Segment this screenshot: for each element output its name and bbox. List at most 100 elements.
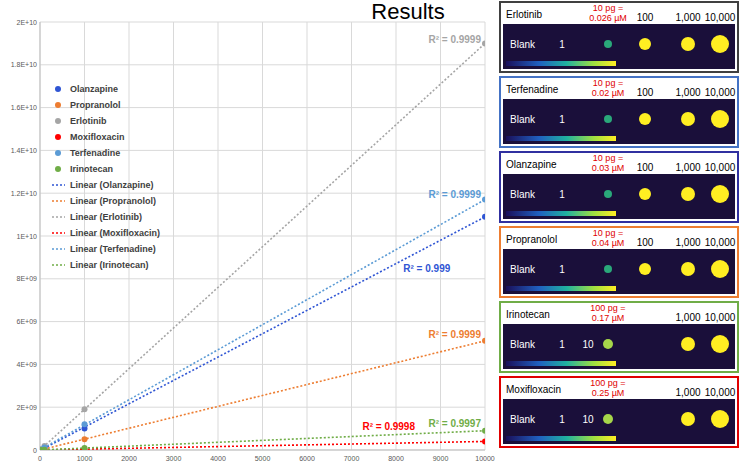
point <box>482 428 485 434</box>
panel-note: 100 pg = <box>590 303 625 313</box>
panel-label: 10,000 <box>705 312 736 323</box>
panel-note: 10 pg = <box>593 78 623 88</box>
panel-label: 10,000 <box>705 162 736 173</box>
image-label: Blank <box>510 414 536 425</box>
y-tick-label: 0 <box>33 447 37 454</box>
point <box>82 445 88 450</box>
grid-line <box>440 22 441 450</box>
panel-label: 10,000 <box>705 387 736 398</box>
colorbar <box>506 361 616 366</box>
legend-line <box>52 232 65 234</box>
grid-line <box>40 450 485 451</box>
point <box>482 40 485 46</box>
panel-label: 100 <box>637 162 654 173</box>
panel-label: 1,000 <box>675 312 700 323</box>
legend-line <box>52 200 65 202</box>
legend-label: Erlotinib <box>70 116 107 126</box>
y-tick-label: 1.6E+10 <box>11 104 37 111</box>
legend-line <box>52 216 65 218</box>
image-panels: Erlotinib10 pg =0.026 µM1001,00010,000Bl… <box>500 2 738 447</box>
spot <box>711 410 729 428</box>
image-label: 1 <box>559 114 565 125</box>
y-tick-label: 1.8E+10 <box>11 61 37 68</box>
image-panel: Terfenadine10 pg =0.02 µM1001,00010,000B… <box>500 77 738 147</box>
panel-note: 10 pg = <box>593 153 623 163</box>
image-panel: Propranolol10 pg =0.04 µM1001,00010,000B… <box>500 227 738 297</box>
panel-label: 1,000 <box>675 387 700 398</box>
x-axis-line <box>40 450 485 451</box>
panel-name: Moxifloxacin <box>506 384 561 395</box>
grid-line <box>485 22 486 450</box>
panel-label: 10,000 <box>705 87 736 98</box>
panel-note: 0.17 µM <box>592 313 625 323</box>
image-label: Blank <box>510 39 536 50</box>
panel-label: 10,000 <box>705 12 736 23</box>
x-tick-label: 1000 <box>77 455 93 462</box>
x-tick-label: 6000 <box>299 455 315 462</box>
spot <box>604 265 612 273</box>
axes: 02E+094E+096E+098E+091E+101.2E+101.4E+10… <box>11 19 495 463</box>
spot <box>603 414 613 424</box>
slide: Results02E+094E+096E+098E+091E+101.2E+10… <box>0 0 741 467</box>
point <box>82 406 88 412</box>
panel-name: Erlotinib <box>506 9 543 20</box>
legend-label: Irinotecan <box>70 164 113 174</box>
image-area <box>503 399 735 444</box>
legend-marker <box>55 118 61 124</box>
y-tick-label: 6E+09 <box>17 318 38 325</box>
colorbar <box>506 136 616 141</box>
panel-name: Olanzapine <box>506 159 557 170</box>
panel-note: 0.25 µM <box>592 388 625 398</box>
spot <box>681 187 695 201</box>
x-tick-label: 0 <box>38 455 42 462</box>
panel-note: 100 pg = <box>590 378 625 388</box>
slide-title: Results <box>371 0 444 24</box>
colorbar <box>506 211 616 216</box>
legend-marker <box>55 150 61 156</box>
spot <box>604 115 612 123</box>
panel-name: Propranolol <box>506 234 557 245</box>
annotations: R² = 0.999R² = 0.9999R² = 0.9999R² = 0.9… <box>362 34 481 432</box>
panel-label: 1,000 <box>675 162 700 173</box>
spot <box>711 110 729 128</box>
panel-note: 0.04 µM <box>592 238 625 248</box>
y-tick-label: 1.2E+10 <box>11 190 37 197</box>
panel-label: 100 <box>637 87 654 98</box>
x-tick-label: 3000 <box>166 455 182 462</box>
spot <box>681 262 695 276</box>
colorbar <box>506 286 616 291</box>
spot <box>681 112 695 126</box>
y-tick-label: 2E+10 <box>17 19 38 26</box>
point <box>82 421 88 427</box>
colorbar <box>506 436 616 441</box>
legend-marker <box>55 166 61 172</box>
panel-label: 1,000 <box>675 237 700 248</box>
spot <box>681 412 695 426</box>
spot <box>639 113 651 125</box>
r2-label: R² = 0.9997 <box>428 418 481 429</box>
legend-label: Moxifloxacin <box>70 132 125 142</box>
panel-label: 100 <box>637 237 654 248</box>
panel-frame <box>500 377 738 447</box>
r2-label: R² = 0.9999 <box>428 34 481 45</box>
panel-frame <box>500 302 738 372</box>
legend-marker <box>55 134 61 140</box>
trendline <box>40 341 485 450</box>
point <box>41 447 47 450</box>
image-area <box>503 174 735 219</box>
image-panel: Irinotecan100 pg =0.17 µM1,00010,000Blan… <box>500 302 738 372</box>
image-label: Blank <box>510 339 536 350</box>
spot <box>639 38 651 50</box>
legend-line <box>52 184 65 186</box>
image-label: 1 <box>559 339 565 350</box>
x-tick-label: 2000 <box>121 455 137 462</box>
y-tick-label: 2E+09 <box>17 404 38 411</box>
panel-label: 100 <box>637 12 654 23</box>
image-label: 1 <box>559 189 565 200</box>
trendline <box>40 217 485 450</box>
point <box>82 436 88 442</box>
spot <box>681 337 695 351</box>
trendline <box>40 431 485 450</box>
spot <box>711 335 729 353</box>
legend-line <box>52 248 65 250</box>
